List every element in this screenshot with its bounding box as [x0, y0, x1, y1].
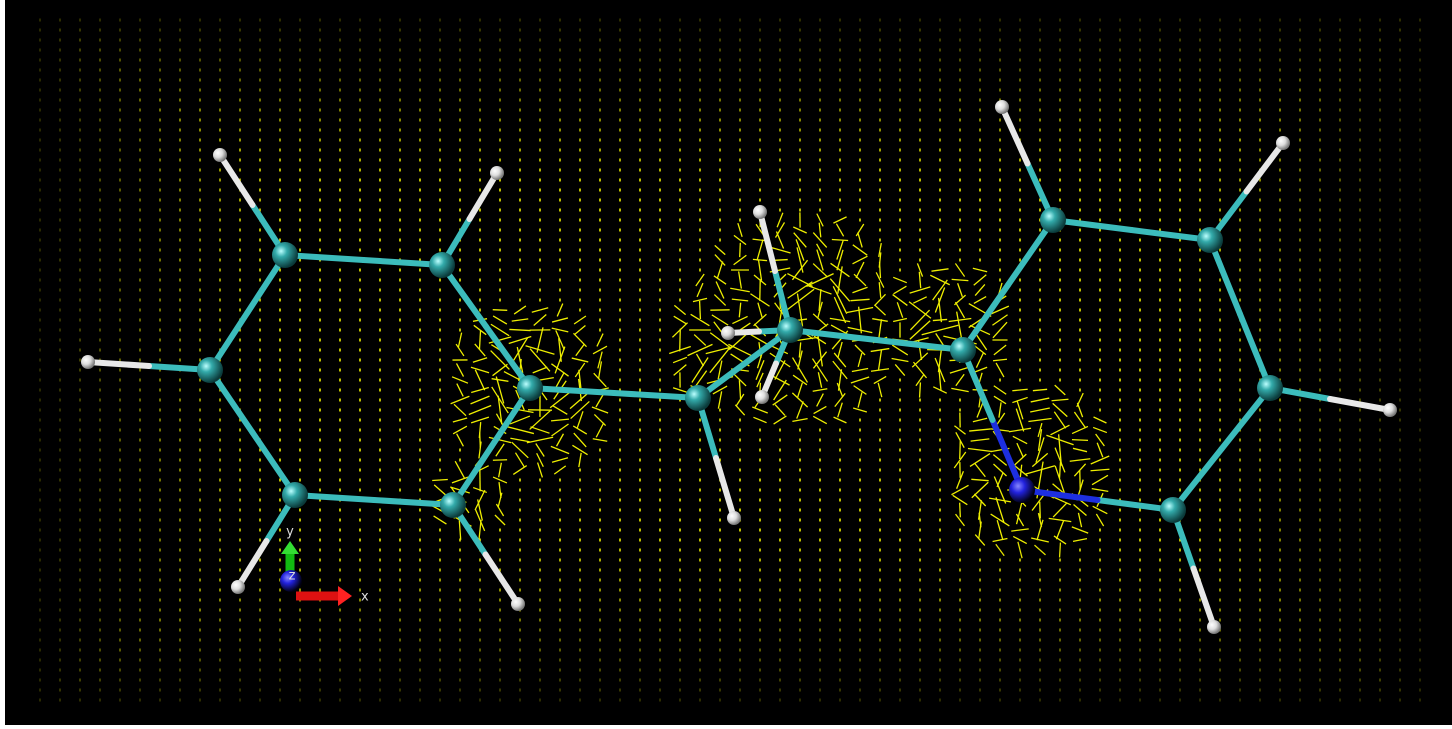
carbon-atom [777, 317, 803, 343]
field-vector [493, 310, 508, 311]
carbon-atom [197, 357, 223, 383]
field-vector [1060, 462, 1061, 478]
viewport-background [5, 0, 1452, 725]
bond-half [88, 362, 149, 366]
field-vector [680, 329, 681, 352]
field-vector [1072, 440, 1088, 441]
hydrogen-atom [231, 580, 245, 594]
hydrogen-atom [81, 355, 95, 369]
carbon-atom [282, 482, 308, 508]
carbon-atom [429, 252, 455, 278]
hydrogen-atom [1276, 136, 1290, 150]
field-vector [740, 243, 741, 257]
carbon-atom [1040, 207, 1066, 233]
carbon-atom [272, 242, 298, 268]
hydrogen-atom [753, 205, 767, 219]
field-vector [920, 382, 921, 397]
z-axis-label: z [289, 569, 296, 584]
hydrogen-atom [511, 597, 525, 611]
nitrogen-atom [1009, 477, 1035, 503]
carbon-atom [1197, 227, 1223, 253]
field-vector [1060, 543, 1061, 558]
hydrogen-atom [1207, 620, 1221, 634]
hydrogen-atom [727, 511, 741, 525]
field-vector [1040, 502, 1041, 519]
carbon-atom [517, 375, 543, 401]
carbon-atom [440, 492, 466, 518]
carbon-atom [1160, 497, 1186, 523]
hydrogen-atom [755, 390, 769, 404]
hydrogen-atom [213, 148, 227, 162]
field-vector [960, 503, 961, 518]
carbon-atom [950, 337, 976, 363]
carbon-atom [685, 385, 711, 411]
field-vector [700, 301, 701, 319]
hydrogen-atom [1383, 403, 1397, 417]
hydrogen-atom [490, 166, 504, 180]
y-axis-label: y [286, 525, 294, 540]
hydrogen-atom [721, 326, 735, 340]
carbon-atom [1257, 375, 1283, 401]
field-vector [960, 441, 961, 459]
x-axis-label: x [361, 590, 369, 605]
molecule-viewer: x y z [0, 0, 1452, 729]
field-vector [493, 460, 507, 461]
hydrogen-atom [995, 100, 1009, 114]
page: x y z (() => { const data = JSON.parse(d… [0, 0, 1452, 729]
